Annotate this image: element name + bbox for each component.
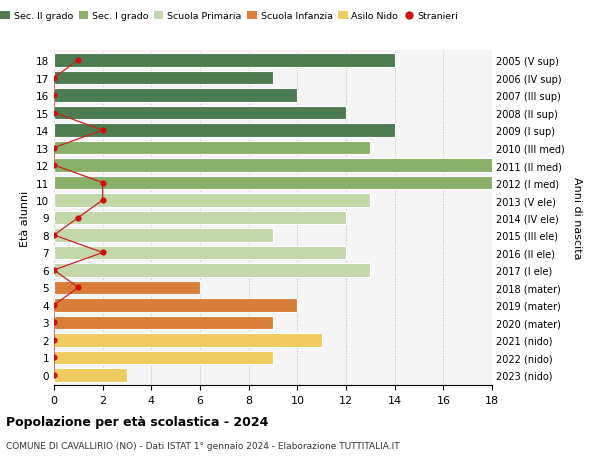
Point [98, 197, 107, 204]
Bar [54, 368, 127, 382]
Point [74, 284, 83, 291]
Point [49, 371, 59, 379]
Bar [54, 159, 517, 173]
Point [49, 162, 59, 169]
Bar [54, 194, 370, 207]
Point [49, 145, 59, 152]
Bar [54, 54, 395, 68]
Text: COMUNE DI CAVALLIRIO (NO) - Dati ISTAT 1° gennaio 2024 - Elaborazione TUTTITALIA: COMUNE DI CAVALLIRIO (NO) - Dati ISTAT 1… [6, 441, 400, 450]
Legend: Sec. II grado, Sec. I grado, Scuola Primaria, Scuola Infanzia, Asilo Nido, Stran: Sec. II grado, Sec. I grado, Scuola Prim… [0, 8, 461, 25]
Bar [54, 176, 492, 190]
Bar [54, 72, 273, 85]
Point [49, 302, 59, 309]
Point [49, 92, 59, 100]
Bar [54, 211, 346, 225]
Bar [54, 281, 200, 295]
Point [49, 319, 59, 326]
Bar [54, 124, 395, 138]
Point [49, 110, 59, 117]
Bar [54, 333, 322, 347]
Bar [54, 106, 346, 120]
Y-axis label: Anni di nascita: Anni di nascita [572, 177, 581, 259]
Bar [54, 141, 370, 155]
Bar [54, 298, 298, 312]
Bar [54, 263, 370, 277]
Point [74, 57, 83, 65]
Bar [54, 246, 346, 260]
Bar [54, 229, 273, 242]
Point [49, 336, 59, 344]
Point [49, 267, 59, 274]
Y-axis label: Età alunni: Età alunni [20, 190, 31, 246]
Bar [54, 351, 273, 364]
Bar [54, 89, 298, 103]
Text: Popolazione per età scolastica - 2024: Popolazione per età scolastica - 2024 [6, 415, 268, 428]
Point [49, 75, 59, 82]
Point [74, 214, 83, 222]
Point [49, 232, 59, 239]
Point [49, 354, 59, 361]
Point [98, 249, 107, 257]
Bar [54, 316, 273, 330]
Point [98, 179, 107, 187]
Point [98, 127, 107, 134]
